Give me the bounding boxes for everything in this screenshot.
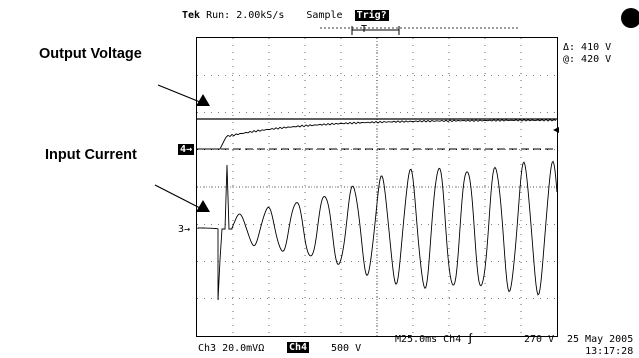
reference-arrow-icon xyxy=(553,127,559,133)
ch4-ground-marker: 4→ xyxy=(178,144,195,155)
run-status: Run: 2.00kS/s xyxy=(206,10,285,21)
cursor-readout: Δ: 410 V @: 420 V xyxy=(563,42,611,66)
black-triangle-icon xyxy=(196,200,210,212)
acquisition-mode: Sample xyxy=(306,10,343,21)
ch3-scale-readout: Ch3 20.0mVΩ xyxy=(198,343,265,354)
cursor-absolute-readout: @: 420 V xyxy=(563,54,612,65)
output-voltage-label: Output Voltage xyxy=(39,46,142,62)
oscilloscope-screen xyxy=(196,37,558,337)
ch3-ground-marker: 3→ xyxy=(178,224,191,235)
brand-label: Tek xyxy=(182,10,201,21)
date-readout: 25 May 2005 xyxy=(567,334,634,345)
ch4-scale-readout: 500 V xyxy=(331,343,362,354)
graticule xyxy=(197,38,557,336)
trigger-status-badge: Trig? xyxy=(354,10,389,21)
cursor-delta-readout: Δ: 410 V xyxy=(563,42,612,53)
input-current-label: Input Current xyxy=(45,147,137,163)
ch3-input-current-trace xyxy=(197,160,558,301)
scope-header: Tek Run: 2.00kS/s Sample Trig? xyxy=(182,10,389,21)
trigger-slope-icon: ∫ xyxy=(467,334,474,345)
filled-circle-icon xyxy=(621,8,639,28)
timestamp: 25 May 2005 13:17:28 xyxy=(567,334,633,358)
trigger-window-bracket xyxy=(320,26,518,35)
black-triangle-icon xyxy=(196,94,210,106)
time-readout: 13:17:28 xyxy=(585,346,634,357)
ch4-output-voltage-trace xyxy=(198,118,557,150)
ch4-badge: Ch4 xyxy=(287,342,310,353)
output-pointer-line xyxy=(157,84,201,103)
timebase-readout: M25.0ms Ch4 ∫ xyxy=(395,334,474,345)
trigger-level-readout: 270 V xyxy=(524,334,555,345)
input-pointer-line xyxy=(154,184,201,209)
